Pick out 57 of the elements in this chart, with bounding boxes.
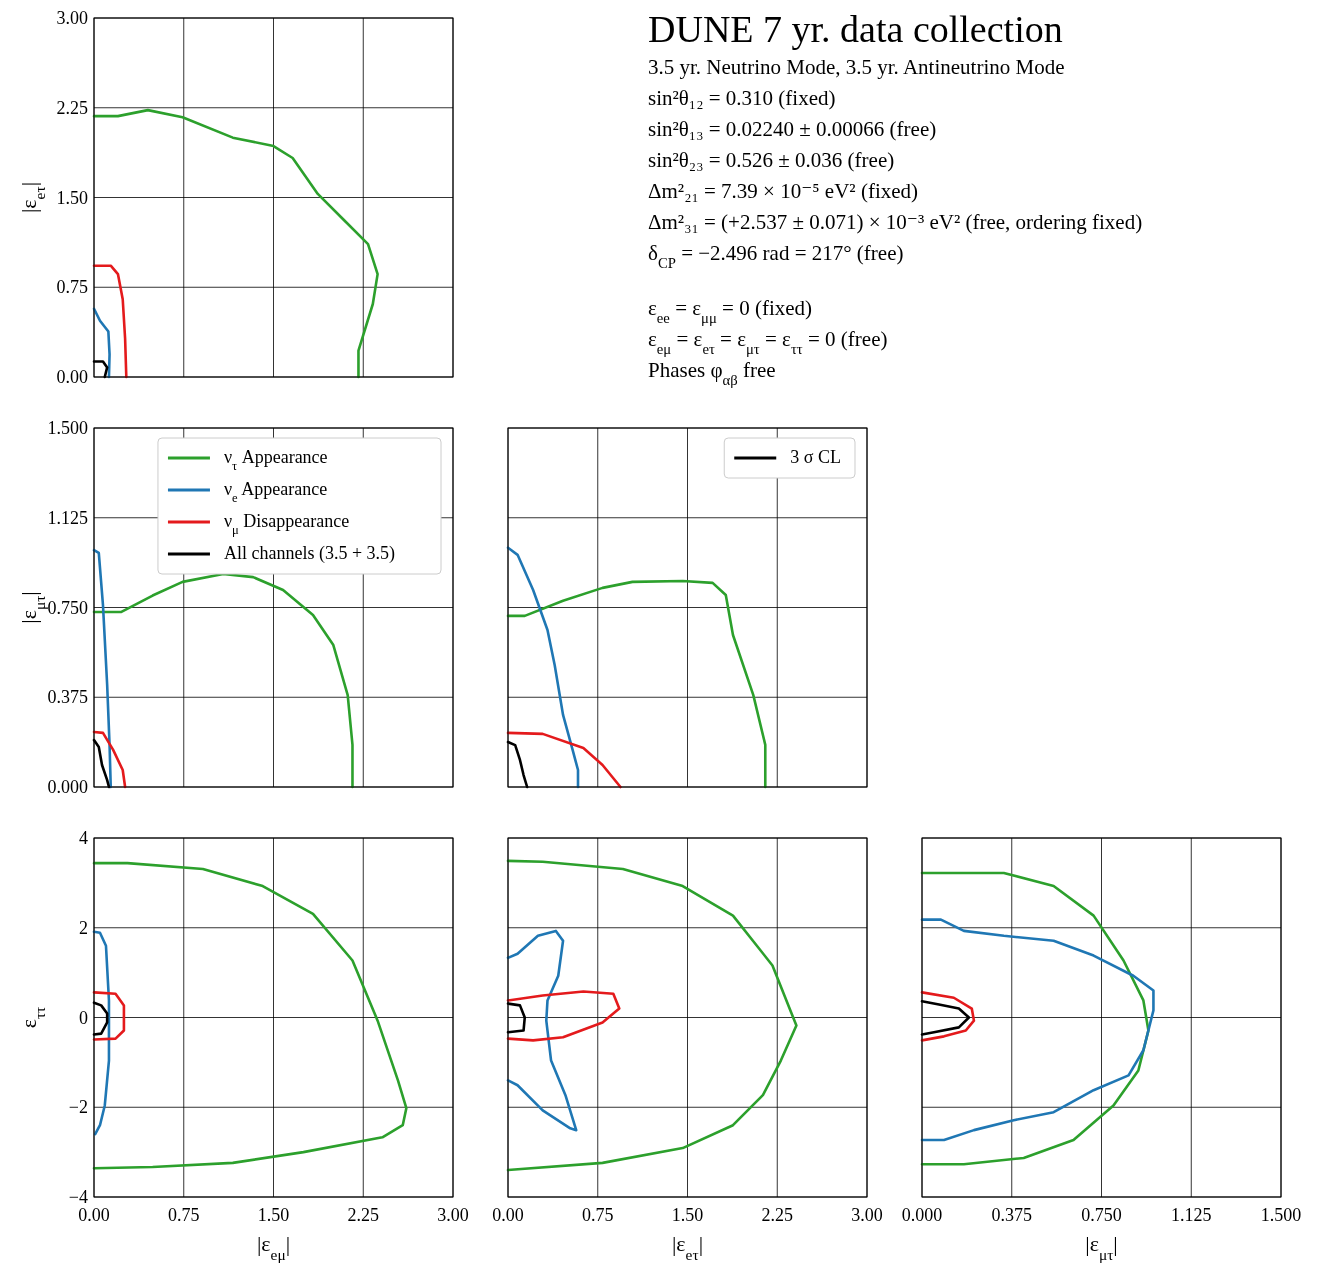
- text: ε$_{ee}$ = ε$_{μμ}$ = 0 (fixed): [648, 296, 813, 326]
- y-tick-label: 1.125: [47, 507, 88, 528]
- x-tick-label: 0.375: [991, 1205, 1032, 1225]
- text: δ$_{CP}$ = −2.496 rad = 217° (free): [648, 241, 904, 271]
- x-tick-label: 0.75: [582, 1205, 614, 1225]
- y-tick-label: 0.00: [56, 367, 88, 387]
- y-tick-label: 3.00: [56, 8, 88, 28]
- text: sin²θ₁₃ = 0.02240 ± 0.00066 (free): [648, 117, 937, 141]
- y-tick-label: 2: [79, 917, 88, 938]
- text: Phases φ$_{αβ}$ free: [648, 358, 776, 388]
- line-series: [92, 264, 128, 379]
- legend-label: All channels (3.5 + 3.5): [223, 543, 396, 564]
- legend-label: 3 σ CL: [790, 447, 841, 467]
- line-series: [92, 548, 113, 789]
- y-tick-label: −4: [68, 1187, 88, 1207]
- legend-label: ν$_{μ}$ Disappearance: [223, 511, 350, 537]
- x-axis-title: |ε$_{μτ}$|: [1085, 1231, 1118, 1263]
- line-series: [92, 572, 354, 789]
- line-series: [92, 307, 111, 379]
- x-tick-label: 2.25: [347, 1205, 379, 1225]
- y-tick-label: 0.375: [47, 687, 88, 708]
- x-tick-label: 3.00: [851, 1205, 883, 1225]
- y-tick-label: 2.25: [56, 97, 88, 118]
- x-tick-label: 1.50: [257, 1205, 290, 1225]
- x-tick-label: 0.75: [168, 1205, 200, 1225]
- line-series: [92, 730, 127, 789]
- y-tick-label: 1.500: [47, 418, 88, 438]
- text: sin²θ₁₂ = 0.310 (fixed): [648, 86, 836, 110]
- y-tick-label: 0: [79, 1007, 88, 1028]
- text: Δm²₂₁ = 7.39 × 10⁻⁵ eV² (fixed): [648, 179, 919, 203]
- x-tick-label: 3.00: [437, 1205, 469, 1225]
- y-tick-label: 0.750: [47, 597, 88, 618]
- x-tick-label: 2.25: [761, 1205, 793, 1225]
- x-tick-label: 1.500: [1260, 1205, 1302, 1225]
- line-series: [92, 991, 126, 1041]
- y-tick-label: 1.50: [56, 187, 88, 208]
- x-tick-label: 0.000: [901, 1205, 943, 1225]
- legend-label: ν$_{τ}$ Appearance: [223, 447, 328, 473]
- line-series: [92, 861, 408, 1170]
- x-axis-title: |ε$_{eτ}$|: [671, 1231, 704, 1263]
- y-tick-label: 0.75: [56, 277, 88, 298]
- x-tick-label: 0.750: [1081, 1205, 1122, 1225]
- y-tick-label: 0.000: [47, 777, 88, 797]
- legend-label: ν$_{e}$ Appearance: [223, 479, 328, 505]
- x-axis-title: |ε$_{eμ}$|: [256, 1231, 291, 1263]
- y-tick-label: −2: [68, 1097, 88, 1118]
- line-series: [92, 108, 379, 379]
- y-tick-label: 4: [79, 828, 88, 848]
- text: DUNE 7 yr. data collection: [648, 8, 1063, 50]
- x-tick-label: 0.00: [492, 1205, 524, 1225]
- text: 3.5 yr. Neutrino Mode, 3.5 yr. Antineutrino Mode: [648, 55, 1065, 79]
- text: Δm²₃₁ = (+2.537 ± 0.071) × 10⁻³ eV² (free, ordering fixed): [648, 210, 1143, 234]
- line-series: [92, 930, 111, 1136]
- text: ε$_{eμ}$ = ε$_{eτ}$ = ε$_{μτ}$ = ε$_{ττ}$ = 0 (free): [648, 327, 888, 357]
- x-tick-label: 1.50: [671, 1205, 704, 1225]
- x-tick-label: 1.125: [1171, 1205, 1212, 1225]
- text: sin²θ₂₃ = 0.526 ± 0.036 (free): [648, 148, 895, 172]
